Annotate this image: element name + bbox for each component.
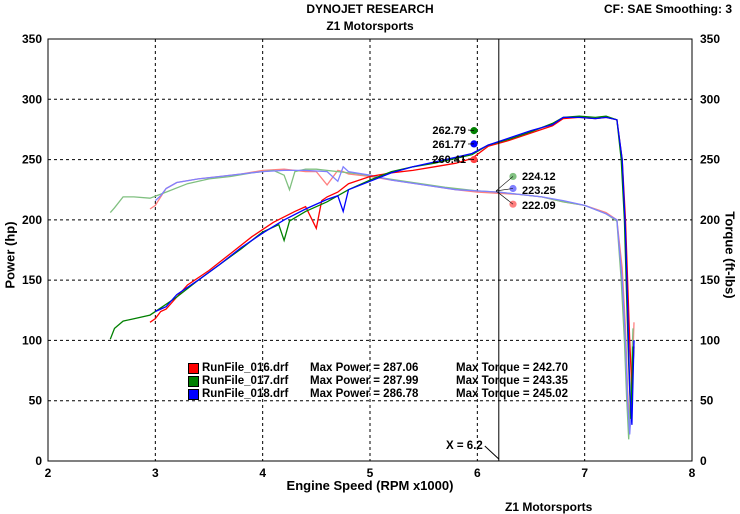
legend-max-torque: Max Torque = 245.02 [456,388,568,400]
y-tick-label-right: 50 [700,394,714,408]
y-tick-label-left: 350 [22,32,42,46]
torque-readout-value: 224.12 [522,171,556,183]
legend-swatch [188,376,199,387]
y-tick-label-left: 150 [22,273,42,287]
legend-max-power: Max Power = 286.78 [310,388,456,400]
power-readout-value: 261.77 [432,139,466,151]
y-axis-label-right: Torque (ft-lbs) [723,211,738,298]
legend-file-name: RunFile_016.drf [202,362,310,374]
power-readout-value: 262.79 [432,125,466,137]
legend-max-torque: Max Torque = 242.70 [456,362,568,374]
legend-entry: RunFile_018.drf Max Power = 286.78 Max T… [188,388,568,400]
y-tick-label-left: 0 [35,454,42,468]
cursor-readout: X = 6.2 [446,440,483,452]
legend-entry: RunFile_016.drf Max Power = 287.06 Max T… [188,362,568,374]
y-tick-label-right: 200 [700,213,720,227]
legend-swatch [188,389,199,400]
y-tick-label-left: 300 [22,92,42,106]
y-tick-label-left: 250 [22,153,42,167]
y-tick-label-left: 100 [22,333,42,347]
legend-file-name: RunFile_017.drf [202,375,310,387]
y-tick-label-right: 100 [700,333,720,347]
power-readout-leader [468,159,474,160]
power-readout-value: 260.41 [432,154,466,166]
torque-readout-value: 222.09 [522,200,556,212]
y-axis-label-left: Power (hp) [3,221,18,288]
legend-swatch [188,363,199,374]
y-tick-label-right: 0 [700,454,707,468]
legend-file-name: RunFile_018.drf [202,388,310,400]
y-tick-label-right: 250 [700,153,720,167]
y-tick-label-left: 200 [22,213,42,227]
legend-entry: RunFile_017.drf Max Power = 287.99 Max T… [188,375,568,387]
y-tick-label-right: 350 [700,32,720,46]
y-tick-label-right: 150 [700,273,720,287]
legend-max-power: Max Power = 287.99 [310,375,456,387]
x-axis-label: Engine Speed (RPM x1000) [48,478,692,493]
torque-readout-value: 223.25 [522,185,556,197]
y-tick-label-left: 50 [29,394,43,408]
legend-max-torque: Max Torque = 243.35 [456,375,568,387]
footer-label: Z1 Motorsports [505,500,592,514]
legend-max-power: Max Power = 287.06 [310,362,456,374]
y-tick-label-right: 300 [700,92,720,106]
